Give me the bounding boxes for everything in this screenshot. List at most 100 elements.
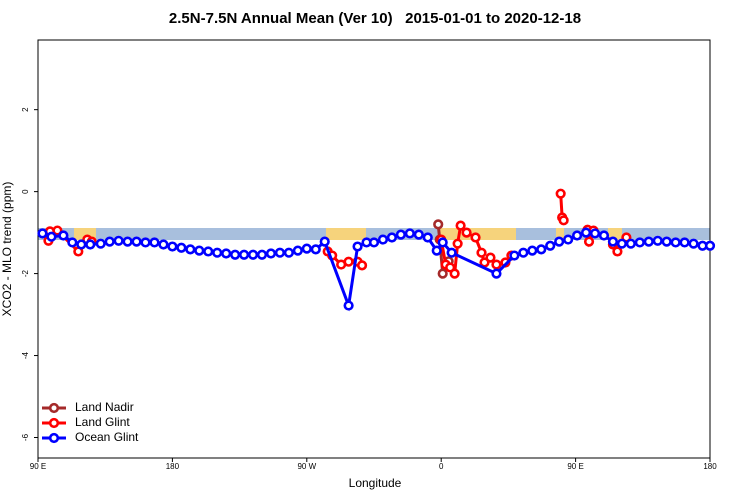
data-point [76,239,87,250]
data-point [131,236,142,247]
data-point [310,244,321,255]
data-point [518,247,529,258]
data-point [352,241,363,252]
data-point [558,215,569,226]
data-point [283,247,294,258]
data-point [452,238,463,249]
data-point [634,237,645,248]
data-point [580,227,592,238]
data-point [433,219,444,230]
data-point [491,268,502,279]
data-point [212,247,223,258]
data-point [221,248,232,259]
data-point [37,228,48,239]
data-point [404,228,415,239]
data-point [536,244,547,255]
data-point [67,237,78,248]
data-point [292,245,303,256]
data-point [437,268,448,279]
data-point [509,250,520,261]
data-point [230,249,241,260]
ocean-strip [38,228,710,240]
legend-label: Land Nadir [75,400,134,414]
data-point [301,243,312,254]
data-point [470,232,481,243]
legend-label: Ocean Glint [75,430,139,444]
data-point [437,237,448,248]
data-point [461,227,472,238]
data-point [625,238,636,249]
data-point [247,249,259,260]
data-point [563,234,574,245]
x-tick-label: 180 [166,462,180,471]
data-point [319,236,330,247]
data-point [122,236,133,247]
y-tick-label: 2 [21,107,30,112]
data-point [589,228,601,239]
data-point [149,237,160,248]
land-strip [326,228,366,240]
data-point [256,249,268,260]
data-point [598,230,610,241]
data-point [571,230,583,241]
series [37,227,716,312]
data-point [670,237,681,248]
data-point [194,245,205,256]
data-point [545,240,556,251]
data-point [643,236,654,247]
data-point [95,238,106,249]
data-point [238,249,250,260]
data-point [356,260,368,271]
data-point [485,252,496,263]
data-point [343,256,354,267]
data-point [476,247,487,258]
data-point [616,238,627,249]
data-point [386,232,398,243]
y-axis-label: XCO2 - MLO trend (ppm) [0,182,14,317]
data-point [104,236,115,247]
data-point [688,238,699,249]
y-tick-label: -6 [21,433,30,441]
data-point [431,245,442,256]
data-point [158,239,169,250]
data-point [422,232,433,243]
data-point [555,188,566,199]
x-tick-label: 0 [439,462,444,471]
legend-marker [48,432,60,444]
data-point [46,231,57,242]
data-point [58,230,69,241]
plot-frame [37,39,711,459]
data-point [203,246,214,257]
y-tick-label: -2 [21,269,30,277]
data-point [455,220,466,231]
legend-marker [48,402,60,414]
data-point [176,242,187,253]
data-point [140,237,151,248]
data-point [554,236,565,247]
legend-marker [48,417,60,429]
y-tick-label: -4 [21,351,30,359]
data-point [368,237,380,248]
data-point [583,236,595,247]
data-point [491,259,502,270]
x-tick-label: 90 E [30,462,46,471]
land-strip [556,228,564,240]
data-point [265,248,277,259]
data-point [446,247,457,258]
data-point [661,236,672,247]
data-point [377,234,389,245]
data-point [343,300,354,311]
data-point [185,244,196,255]
data-point [612,246,623,257]
data-point [113,235,124,246]
data-point [449,268,460,279]
chart-title: 2.5N-7.5N Annual Mean (Ver 10) 2015-01-0… [169,10,581,27]
data-point [413,229,424,240]
data-point [704,240,716,251]
legend-label: Land Glint [75,415,130,429]
x-axis-label: Longitude [349,476,402,490]
data-point [679,237,690,248]
data-point [395,229,406,240]
